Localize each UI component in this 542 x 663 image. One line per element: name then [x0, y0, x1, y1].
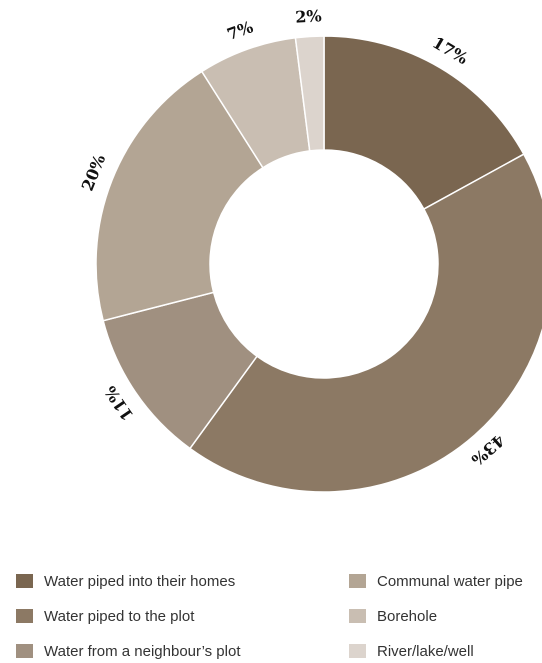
slice-value-label: 17% [429, 33, 471, 68]
legend-label: Communal water pipe [377, 572, 523, 590]
legend-item: Communal water pipe [349, 570, 523, 592]
legend-swatch [349, 609, 366, 623]
slice-value-label: 11% [100, 383, 137, 425]
legend-label: Borehole [377, 607, 438, 625]
legend-swatch [16, 609, 33, 623]
slice-value-label: 20% [78, 152, 109, 194]
legend-item: Water piped to the plot [16, 605, 194, 627]
legend-label: River/lake/well [377, 642, 474, 660]
legend-swatch [349, 574, 366, 588]
legend-swatch [349, 644, 366, 658]
legend-item: Water from a neighbour’s plot [16, 640, 241, 662]
legend-swatch [16, 644, 33, 658]
legend-item: Water piped into their homes [16, 570, 235, 592]
legend-item: Borehole [349, 605, 437, 627]
slice-value-label: 2% [295, 6, 322, 27]
donut-slice [95, 70, 264, 322]
legend-label: Water piped into their homes [44, 572, 236, 590]
legend-item: River/lake/well [349, 640, 474, 662]
donut-slice [294, 35, 325, 152]
donut-slice [188, 153, 542, 493]
legend-label: Water from a neighbour’s plot [44, 642, 241, 660]
donut-chart: 17%43%11%20%7%2% [78, 6, 542, 493]
legend-label: Water piped to the plot [44, 607, 195, 625]
slice-value-label: 7% [224, 17, 255, 44]
legend-swatch [16, 574, 33, 588]
donut-slice [323, 35, 525, 211]
